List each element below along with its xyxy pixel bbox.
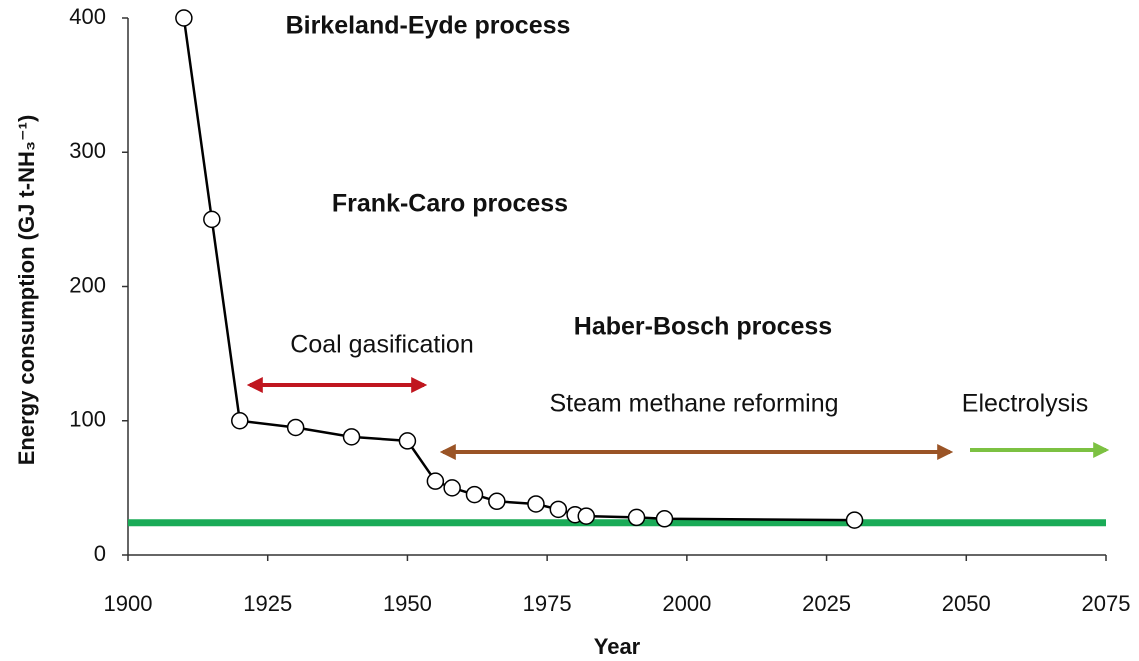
annotation: Frank-Caro process xyxy=(332,190,568,218)
x-tick-label: 1925 xyxy=(243,591,292,616)
data-point xyxy=(398,432,417,450)
y-tick-label: 300 xyxy=(69,138,106,163)
series-line xyxy=(182,17,855,522)
annotation: Haber-Bosch process xyxy=(574,313,832,341)
data-point xyxy=(231,412,249,430)
y-axis-label: Energy consumption (GJ t-NH₃⁻¹) xyxy=(14,115,39,466)
x-tick-label: 1950 xyxy=(383,591,432,616)
data-point xyxy=(577,507,596,525)
y-tick-label: 0 xyxy=(94,541,106,566)
data-point xyxy=(627,508,646,527)
y-tick-label: 100 xyxy=(69,407,106,432)
x-axis-label: Year xyxy=(594,634,641,659)
data-point xyxy=(175,9,193,27)
annotation: Birkeland-Eyde process xyxy=(286,12,571,40)
data-point xyxy=(465,485,484,504)
x-tick-label: 2025 xyxy=(802,591,851,616)
x-tick-label: 2000 xyxy=(662,591,711,616)
data-point xyxy=(655,510,674,528)
x-tick-label: 1975 xyxy=(523,591,572,616)
y-tick-label: 400 xyxy=(69,4,106,29)
data-point xyxy=(845,511,864,529)
data-point xyxy=(527,495,545,513)
x-tick-label: 2075 xyxy=(1082,591,1131,616)
data-point xyxy=(443,479,461,497)
data-point xyxy=(203,210,221,229)
x-tick-label: 2050 xyxy=(942,591,991,616)
data-point xyxy=(549,500,568,519)
data-point xyxy=(426,472,445,490)
data-point xyxy=(342,428,361,446)
annotation: Steam methane reforming xyxy=(549,390,838,418)
data-point xyxy=(286,418,305,437)
y-tick-label: 200 xyxy=(69,272,106,297)
data-point xyxy=(488,492,506,511)
annotation: Electrolysis xyxy=(962,390,1088,418)
annotation: Coal gasification xyxy=(290,331,473,359)
x-tick-label: 1900 xyxy=(104,591,153,616)
